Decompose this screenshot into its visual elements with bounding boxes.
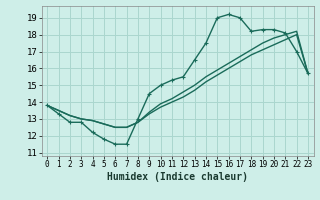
X-axis label: Humidex (Indice chaleur): Humidex (Indice chaleur) — [107, 172, 248, 182]
